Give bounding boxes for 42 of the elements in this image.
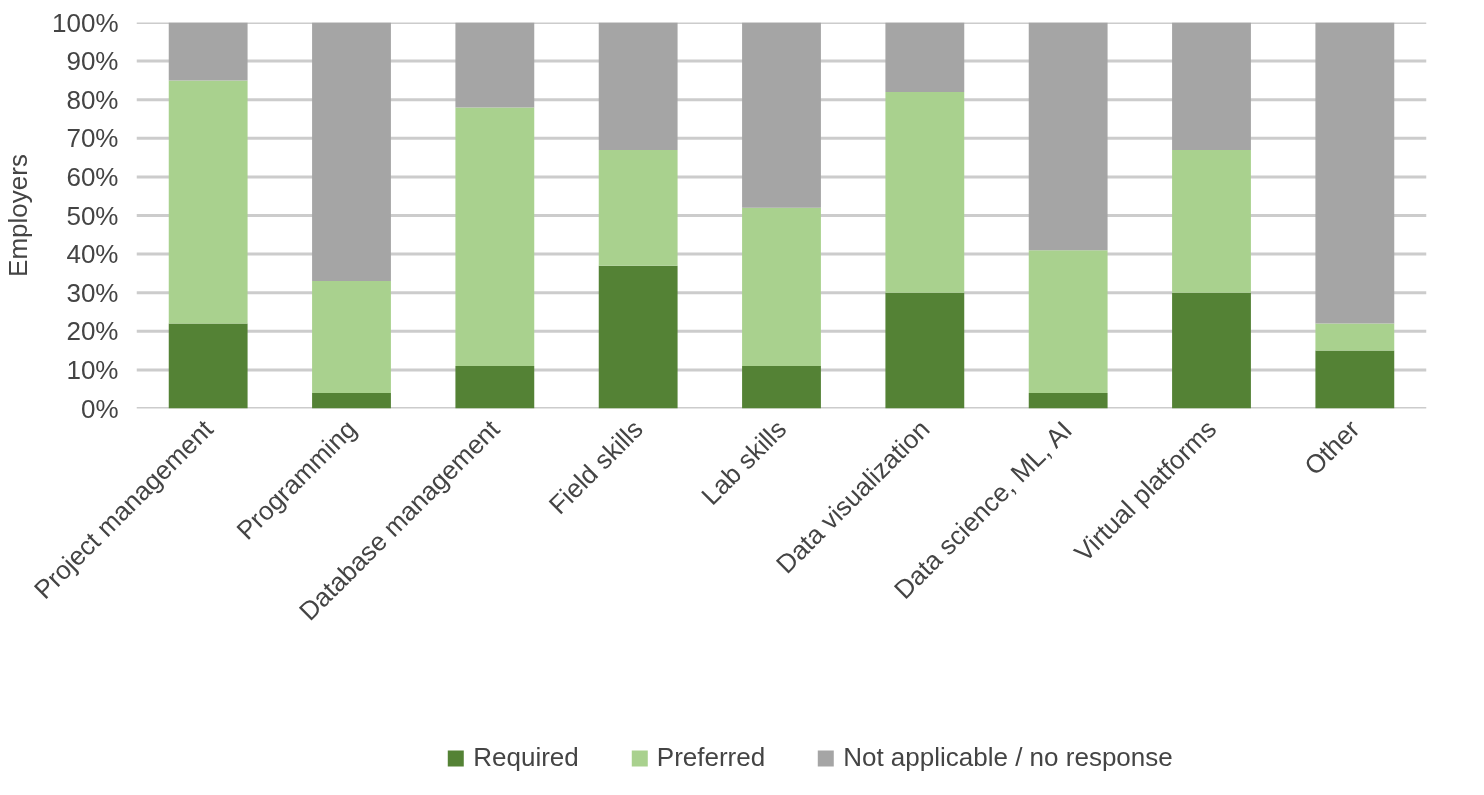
bar (312, 22, 391, 282)
bar (1172, 292, 1251, 409)
bar (168, 323, 248, 409)
y-tick-label: 10% (66, 354, 119, 385)
bar (1172, 149, 1251, 293)
bar (885, 91, 965, 293)
bar (312, 393, 391, 409)
bar (455, 22, 535, 108)
y-tick-label: 30% (66, 277, 119, 308)
legend-label: Required (473, 742, 579, 773)
y-tick-label: 80% (66, 84, 119, 115)
legend-label: Not applicable / no response (843, 742, 1173, 773)
bar (1172, 22, 1251, 150)
bar (885, 292, 965, 409)
y-axis-title: Employers (3, 154, 33, 277)
bar (1315, 323, 1395, 351)
bar (455, 107, 535, 367)
bar (1315, 350, 1395, 409)
y-tick-label: 90% (66, 46, 119, 77)
bar (1028, 393, 1108, 409)
bar (1315, 22, 1395, 324)
bar (168, 80, 248, 324)
legend-label: Preferred (656, 742, 766, 773)
y-tick-label: 40% (66, 239, 119, 270)
bar (742, 366, 821, 409)
y-tick-label: 20% (66, 316, 119, 347)
y-tick-label: 50% (66, 200, 119, 231)
bar (598, 22, 678, 150)
bar (312, 281, 391, 394)
bar (168, 22, 248, 81)
y-tick-label: 100% (52, 7, 119, 38)
bar (742, 22, 821, 208)
bar (1028, 22, 1108, 251)
y-tick-label: 70% (66, 123, 119, 154)
bar (598, 265, 678, 409)
bar (455, 366, 535, 409)
bar (742, 207, 821, 367)
bar (885, 22, 965, 92)
bar (598, 149, 678, 266)
y-tick-label: 60% (66, 161, 119, 192)
bar (1028, 250, 1108, 394)
y-tick-label: 0% (80, 393, 119, 424)
